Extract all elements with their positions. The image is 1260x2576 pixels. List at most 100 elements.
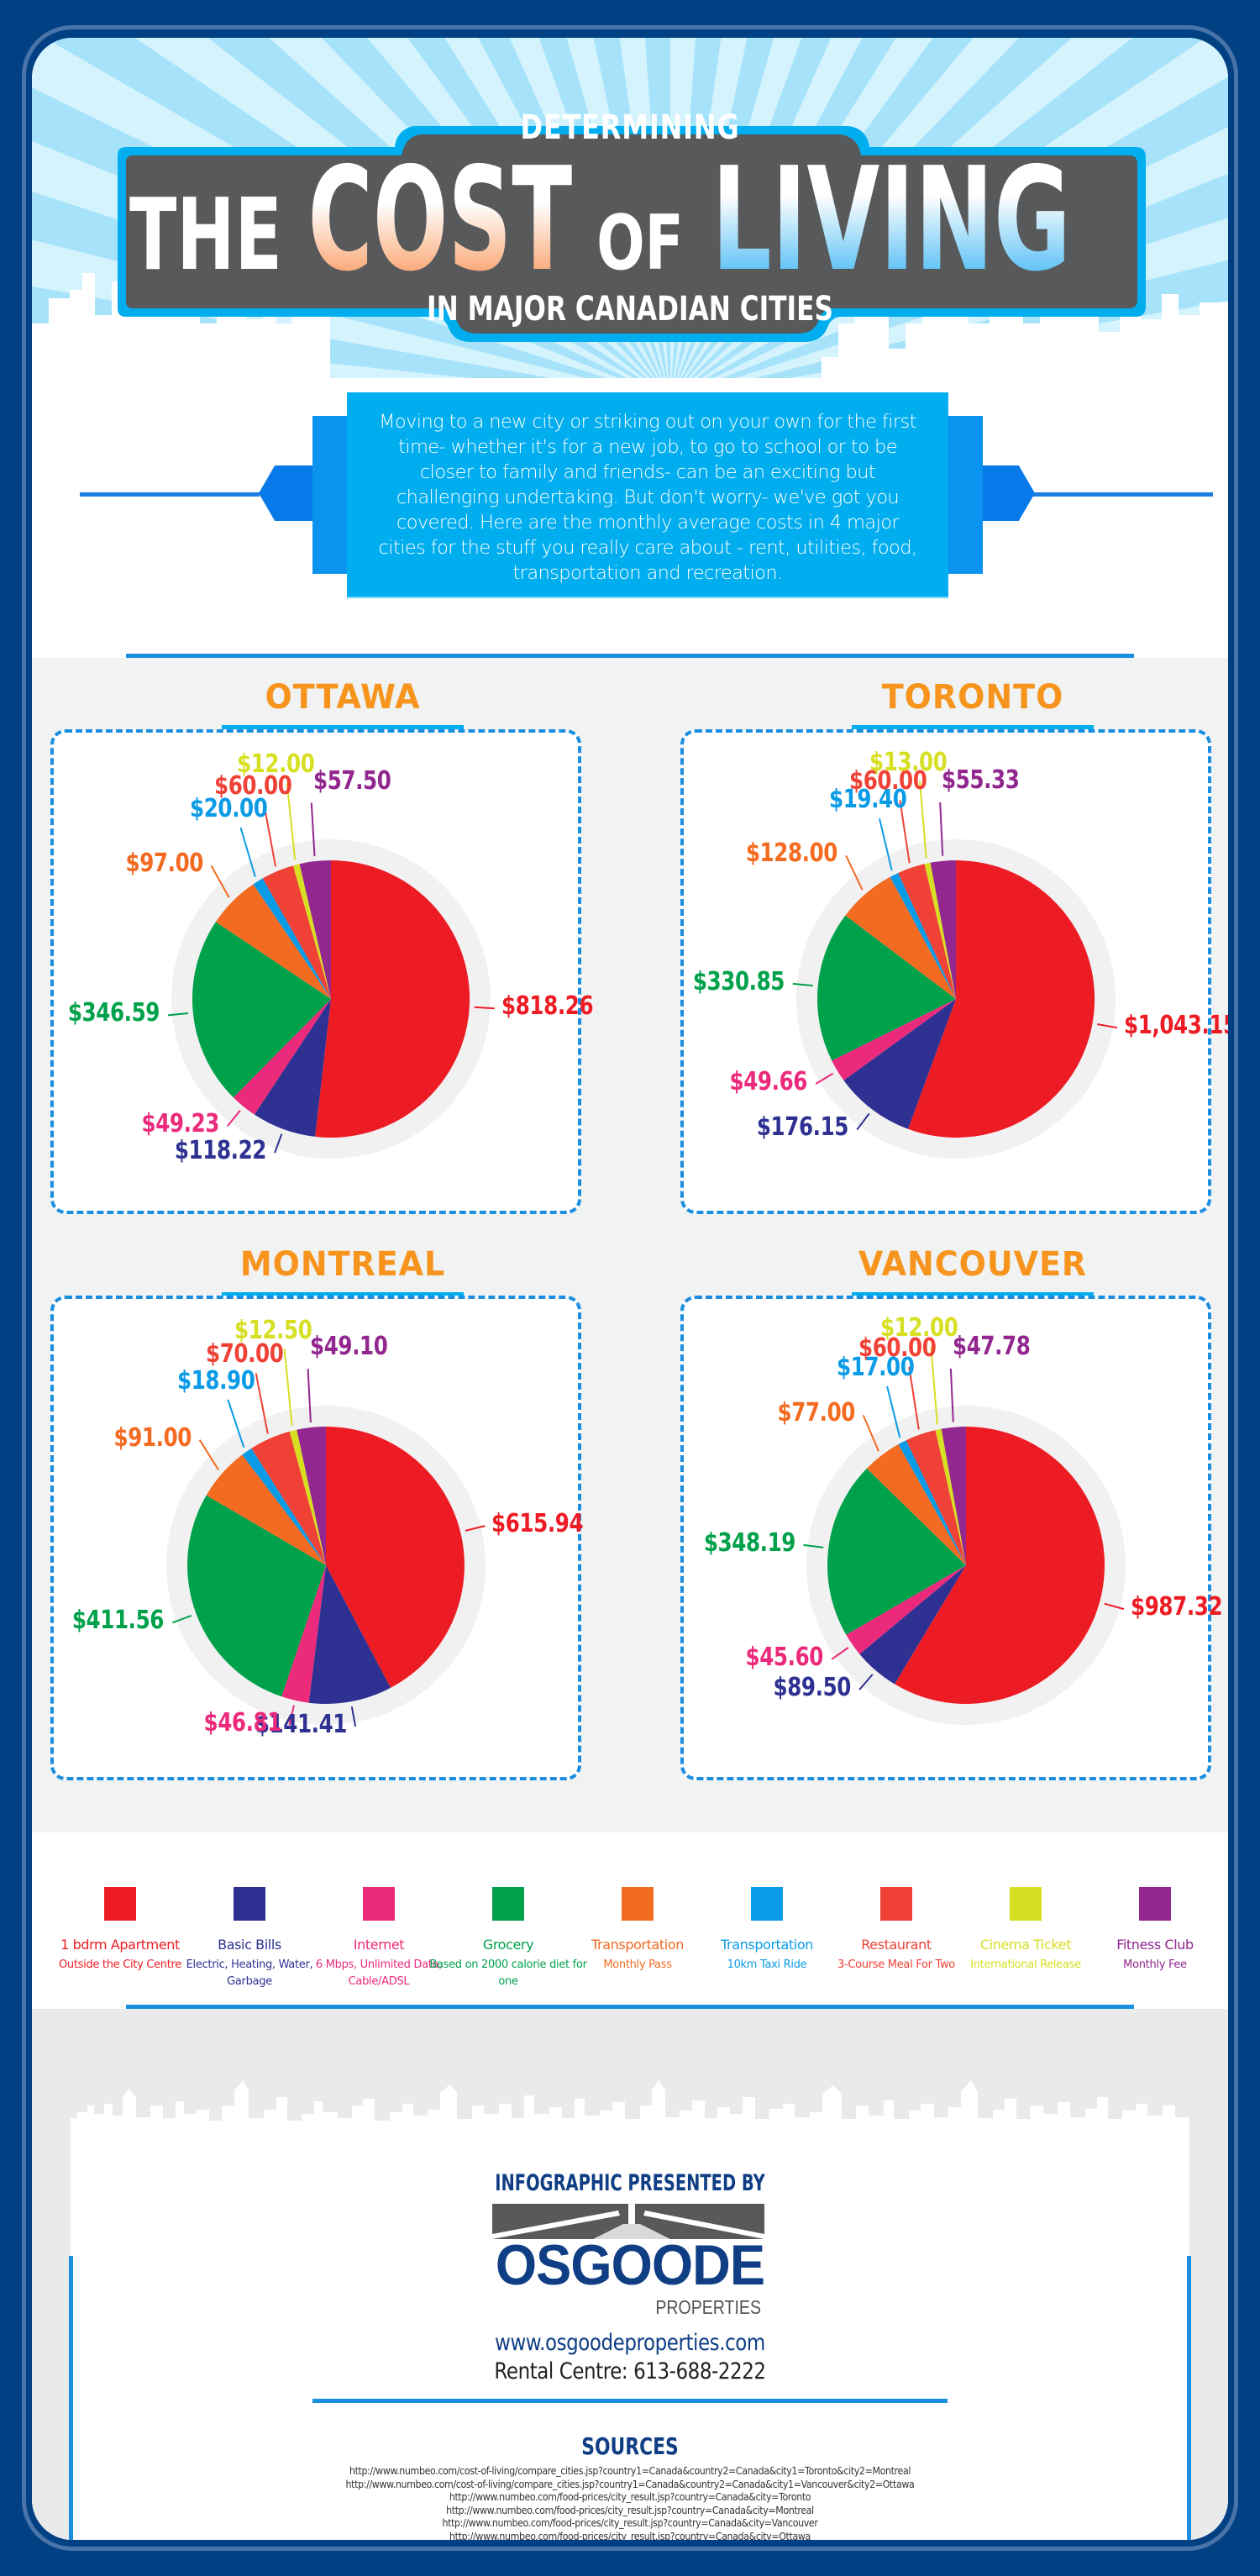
title-living: LIVING bbox=[711, 137, 1072, 303]
legend-swatch bbox=[363, 1887, 395, 1921]
legend-title: Transportation bbox=[721, 1937, 813, 1953]
pie-chart-vancouver: $987.32 $89.50 $45.60 $348.19 $77.00 $17.00 $6… bbox=[680, 1296, 1222, 1780]
pie-label-fitness: $55.33 bbox=[942, 765, 1020, 795]
intro-line-left bbox=[80, 492, 260, 497]
divider-line bbox=[126, 2005, 1134, 2009]
legend-title: 1 bdrm Apartment bbox=[60, 1937, 180, 1953]
source-link[interactable]: http://www.numbeo.com/food-prices/city_r… bbox=[442, 2517, 818, 2529]
legend-title: Fitness Club bbox=[1116, 1937, 1194, 1953]
pie-label-taxi: $18.90 bbox=[177, 1366, 255, 1396]
pie-label-fitness: $49.10 bbox=[309, 1332, 388, 1362]
title-plate bbox=[118, 126, 1146, 342]
pie-label-fitness: $57.50 bbox=[312, 765, 391, 796]
pie-chart-toronto: $1,043.15 $176.15 $49.66 $330.85 $128.00 $19.… bbox=[680, 729, 1228, 1214]
pie-label-fitness: $47.78 bbox=[952, 1331, 1031, 1361]
pie-label-taxi: $19.40 bbox=[828, 785, 907, 815]
pie-label-restaurant: $70.00 bbox=[205, 1339, 284, 1369]
title-cost: COST bbox=[307, 137, 573, 303]
header-banner: DETERMINING THE COST OF LIVING IN MAJOR … bbox=[32, 38, 1228, 391]
legend-description: Monthly Pass bbox=[603, 1958, 672, 1971]
pie-label-bills: $89.50 bbox=[773, 1673, 852, 1703]
ribbon-point-right bbox=[981, 465, 1035, 521]
osgoode-logo-icon bbox=[492, 2204, 764, 2239]
pie-label-restaurant: $60.00 bbox=[849, 766, 927, 796]
pie-label-transport-pass: $77.00 bbox=[777, 1398, 855, 1428]
sources-list: http://www.numbeo.com/cost-of-living/com… bbox=[32, 2465, 1228, 2540]
pie-label-grocery: $346.59 bbox=[67, 998, 160, 1028]
legend-description: Monthly Fee bbox=[1123, 1958, 1187, 1971]
legend-description: 6 Mbps, Unlimited Data, Cable/ADSL bbox=[315, 1958, 443, 1988]
source-link[interactable]: http://www.numbeo.com/food-prices/city_r… bbox=[449, 2491, 811, 2503]
pie-label-taxi: $17.00 bbox=[837, 1352, 915, 1382]
pie-label-cinema: $12.00 bbox=[236, 749, 315, 780]
pie-label-apartment: $987.32 bbox=[1130, 1592, 1223, 1622]
city-title-montreal: MONTREAL bbox=[239, 1245, 446, 1284]
city-title-toronto: TORONTO bbox=[881, 678, 1064, 717]
pie-label-apartment: $1,043.15 bbox=[1123, 1011, 1228, 1041]
pie-label-bills: $141.41 bbox=[255, 1709, 348, 1739]
sources-heading: SOURCES bbox=[581, 2432, 679, 2460]
intro-text: Moving to a new city or striking out on … bbox=[347, 392, 948, 598]
pie-graphic bbox=[803, 1347, 1126, 1725]
title-the: THE bbox=[129, 176, 282, 292]
pie-label-apartment: $615.94 bbox=[491, 1509, 584, 1539]
pie-label-bills: $118.22 bbox=[174, 1136, 267, 1166]
legend-swatch bbox=[104, 1887, 136, 1921]
legend-description: Outside the City Centre bbox=[59, 1958, 181, 1971]
pie-label-internet: $49.66 bbox=[729, 1067, 808, 1096]
pie-chart-montreal: $615.94 $141.41 $46.81 $411.56 $91.00 $18.90 $… bbox=[50, 1296, 584, 1780]
legend: 1 bdrm Apartment Outside the City Centre… bbox=[32, 1832, 1228, 2009]
footer-side-line-right bbox=[1187, 2256, 1191, 2540]
title-of: OF bbox=[596, 199, 685, 287]
legend-description: 3-Course Meal For Two bbox=[837, 1958, 955, 1971]
pie-label-grocery: $330.85 bbox=[692, 966, 785, 996]
pie-label-transport-pass: $97.00 bbox=[125, 849, 203, 879]
infographic: DETERMINING THE COST OF LIVING IN MAJOR … bbox=[32, 38, 1228, 2540]
ribbon-point-left bbox=[259, 465, 312, 521]
website-link[interactable]: www.osgoodeproperties.com bbox=[495, 2330, 765, 2356]
company-name: OSGOODE bbox=[495, 2233, 765, 2297]
legend-swatch bbox=[492, 1887, 524, 1921]
ribbon-band-left bbox=[312, 416, 348, 574]
divider-line bbox=[126, 654, 1134, 658]
phone-number: Rental Centre: 613-688-2222 bbox=[494, 2358, 766, 2384]
pie-graphic bbox=[792, 781, 1118, 1159]
page-title: THE COST OF LIVING bbox=[32, 137, 1228, 303]
page-subtitle: IN MAJOR CANADIAN CITIES bbox=[427, 290, 833, 329]
city-title-vancouver: VANCOUVER bbox=[858, 1245, 1088, 1284]
source-link[interactable]: http://www.numbeo.com/cost-of-living/com… bbox=[345, 2478, 915, 2490]
pie-graphic bbox=[167, 783, 495, 1159]
ribbon-band-right bbox=[948, 416, 983, 574]
city-title-ottawa: OTTAWA bbox=[265, 678, 421, 717]
source-link[interactable]: http://www.numbeo.com/food-prices/city_r… bbox=[449, 2530, 811, 2541]
company-subtitle: PROPERTIES bbox=[655, 2296, 761, 2318]
pie-graphic bbox=[166, 1348, 486, 1727]
legend-swatch bbox=[751, 1887, 783, 1921]
legend-description: International Release bbox=[970, 1958, 1081, 1971]
legend-title: Internet bbox=[353, 1937, 405, 1953]
pie-label-transport-pass: $128.00 bbox=[745, 839, 838, 869]
pie-label-internet: $49.23 bbox=[141, 1109, 219, 1139]
pie-label-internet: $46.81 bbox=[203, 1708, 281, 1738]
pie-label-restaurant: $60.00 bbox=[213, 771, 292, 802]
legend-title: Grocery bbox=[482, 1937, 534, 1953]
source-link[interactable]: http://www.numbeo.com/food-prices/city_r… bbox=[446, 2504, 814, 2516]
legend-swatch bbox=[880, 1887, 912, 1921]
pie-label-grocery: $411.56 bbox=[72, 1606, 165, 1636]
legend-swatch bbox=[234, 1887, 265, 1921]
pie-label-grocery: $348.19 bbox=[703, 1527, 795, 1558]
legend-swatch bbox=[1139, 1887, 1171, 1921]
pie-label-transport-pass: $91.00 bbox=[113, 1422, 192, 1453]
legend-title: Cinema Ticket bbox=[979, 1937, 1072, 1953]
pie-label-bills: $176.15 bbox=[757, 1112, 849, 1143]
pie-label-cinema: $12.00 bbox=[880, 1313, 958, 1343]
source-link[interactable]: http://www.numbeo.com/cost-of-living/com… bbox=[349, 2465, 911, 2477]
frame-stripe bbox=[22, 25, 1238, 2551]
pie-label-taxi: $20.00 bbox=[190, 794, 268, 824]
pie-label-internet: $45.60 bbox=[745, 1642, 824, 1672]
legend-description: Electric, Heating, Water, Garbage bbox=[186, 1958, 313, 1988]
legend-title: Basic Bills bbox=[218, 1937, 281, 1953]
pie-label-cinema: $13.00 bbox=[869, 747, 948, 777]
footer-side-line-left bbox=[69, 2256, 73, 2540]
legend-swatch bbox=[622, 1887, 654, 1921]
